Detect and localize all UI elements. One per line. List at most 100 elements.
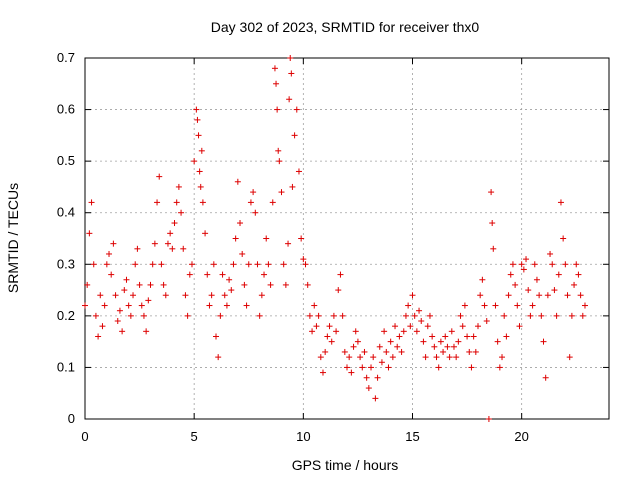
x-tick-label: 0: [81, 429, 88, 444]
data-point: [346, 354, 353, 361]
data-point: [136, 281, 143, 288]
x-tick-label: 20: [514, 429, 528, 444]
data-point: [339, 312, 346, 319]
data-point: [204, 271, 211, 278]
data-point: [232, 235, 239, 242]
data-point: [549, 261, 556, 268]
data-point: [167, 230, 174, 237]
data-point: [464, 333, 471, 340]
chart-title: Day 302 of 2023, SRMTID for receiver thx…: [211, 19, 480, 35]
data-point: [551, 287, 558, 294]
data-point: [503, 333, 510, 340]
data-point: [396, 333, 403, 340]
data-point: [547, 250, 554, 257]
data-point: [322, 348, 329, 355]
data-point: [245, 261, 252, 268]
data-point: [429, 333, 436, 340]
data-point: [357, 354, 364, 361]
data-point: [191, 158, 198, 165]
data-point: [525, 287, 532, 294]
data-point: [125, 302, 132, 309]
data-point: [95, 333, 102, 340]
data-point: [317, 354, 324, 361]
x-tick-label: 15: [405, 429, 419, 444]
data-point: [282, 281, 289, 288]
data-point: [195, 132, 202, 139]
data-point: [287, 55, 294, 61]
data-point: [394, 343, 401, 350]
data-point: [90, 261, 97, 268]
data-point: [247, 199, 254, 206]
data-point: [527, 312, 534, 319]
data-point: [448, 328, 455, 335]
data-point: [490, 245, 497, 252]
data-point: [411, 312, 418, 319]
data-point: [402, 312, 409, 319]
data-point: [405, 302, 412, 309]
data-point: [509, 261, 516, 268]
data-point: [426, 312, 433, 319]
data-point: [250, 189, 257, 196]
data-point: [446, 354, 453, 361]
data-point: [149, 261, 156, 268]
data-point: [514, 302, 521, 309]
data-point: [361, 348, 368, 355]
data-point: [198, 147, 205, 154]
data-point: [180, 245, 187, 252]
data-point: [263, 235, 270, 242]
data-point: [420, 338, 427, 345]
data-point: [313, 323, 320, 330]
data-point: [440, 348, 447, 355]
data-point: [114, 318, 121, 325]
data-point: [237, 220, 244, 227]
data-point: [536, 292, 543, 299]
data-point: [492, 302, 499, 309]
data-point: [407, 323, 414, 330]
data-point: [400, 328, 407, 335]
data-point: [110, 240, 117, 247]
data-point: [261, 271, 268, 278]
data-point: [140, 312, 147, 319]
data-point: [154, 199, 161, 206]
data-point: [162, 292, 169, 299]
data-point: [278, 189, 285, 196]
data-point: [123, 276, 130, 283]
data-point: [311, 302, 318, 309]
data-point: [147, 281, 154, 288]
data-point: [485, 416, 492, 422]
data-point: [368, 364, 375, 371]
data-point: [101, 302, 108, 309]
data-point: [344, 364, 350, 371]
data-point: [461, 302, 468, 309]
data-point: [337, 271, 344, 278]
data-point: [319, 369, 326, 376]
data-point: [186, 271, 193, 278]
data-point: [221, 292, 228, 299]
data-point: [164, 240, 171, 247]
data-point: [512, 281, 519, 288]
data-point: [271, 65, 278, 72]
data-point: [269, 199, 276, 206]
data-point: [568, 312, 575, 319]
data-point: [557, 199, 564, 206]
data-point: [328, 338, 335, 345]
data-point: [540, 338, 547, 345]
data-point: [579, 312, 586, 319]
data-point: [288, 70, 295, 77]
data-point: [178, 209, 185, 216]
data-point: [199, 199, 206, 206]
data-point: [376, 343, 383, 350]
data-point: [239, 250, 246, 257]
data-point: [300, 256, 307, 263]
data-point: [173, 199, 180, 206]
data-point: [112, 292, 119, 299]
y-tick-label: 0.7: [57, 50, 75, 65]
y-tick-label: 0.5: [57, 153, 75, 168]
data-point: [158, 261, 165, 268]
data-point: [505, 292, 512, 299]
data-point: [86, 230, 93, 237]
data-point: [193, 106, 200, 113]
data-point: [92, 312, 99, 319]
data-point: [309, 328, 316, 335]
